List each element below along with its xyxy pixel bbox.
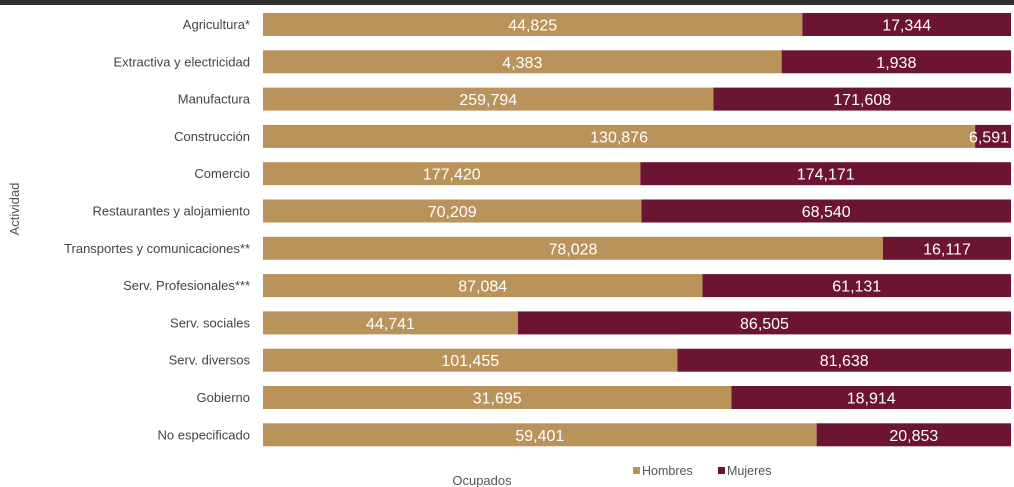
- value-label-hombres-serv-profesionales: 87,084: [458, 279, 507, 296]
- value-label-hombres-no-especificado: 59,401: [515, 428, 564, 445]
- value-label-mujeres-agricultura: 17,344: [882, 18, 931, 35]
- category-label-transportes-y-comunicaciones: Transportes y comunicaciones**: [64, 241, 250, 256]
- bar-hombres-agricultura: [263, 13, 803, 36]
- value-label-hombres-comercio: 177,420: [423, 167, 481, 184]
- value-label-hombres-serv-sociales: 44,741: [366, 316, 415, 333]
- category-label-serv-sociales: Serv. sociales: [170, 315, 250, 330]
- category-label-extractiva-y-electricidad: Extractiva y electricidad: [113, 54, 250, 69]
- bar-mujeres-extractiva-y-electricidad: [781, 50, 1011, 74]
- bar-hombres-extractiva-y-electricidad: [263, 50, 782, 74]
- category-labels: Agricultura* Extractiva y electricidad Man…: [64, 17, 251, 442]
- value-label-mujeres-manufactura: 171,608: [833, 92, 891, 109]
- category-label-comercio: Comercio: [194, 166, 250, 181]
- value-label-hombres-agricultura: 44,825: [508, 18, 557, 35]
- value-label-hombres-gobierno: 31,695: [473, 391, 522, 408]
- category-label-agricultura: Agricultura*: [183, 17, 250, 32]
- x-axis-title: Ocupados: [452, 473, 512, 487]
- value-label-mujeres-serv-sociales: 86,505: [740, 316, 789, 333]
- category-label-gobierno: Gobierno: [197, 390, 250, 405]
- value-label-hombres-extractiva-y-electricidad: 4,383: [502, 55, 542, 72]
- bar-mujeres-transportes-y-comunicaciones: [882, 236, 1011, 260]
- bar-hombres-restaurantes-y-alojamiento: [263, 199, 642, 223]
- legend: Hombres Mujeres: [633, 464, 771, 478]
- category-label-construccion: Construcción: [174, 129, 250, 144]
- value-label-mujeres-serv-diversos: 81,638: [820, 353, 869, 370]
- bar-mujeres-restaurantes-y-alojamiento: [641, 199, 1011, 223]
- bar-mujeres-comercio: [640, 162, 1011, 186]
- value-label-mujeres-gobierno: 18,914: [847, 391, 896, 408]
- value-label-mujeres-no-especificado: 20,853: [889, 428, 938, 445]
- value-label-mujeres-transportes-y-comunicaciones: 16,117: [923, 241, 971, 258]
- value-label-mujeres-extractiva-y-electricidad: 1,938: [876, 55, 916, 72]
- legend-swatch-mujeres: [718, 467, 725, 474]
- category-label-manufactura: Manufactura: [178, 92, 251, 107]
- bar-hombres-comercio: [263, 162, 641, 186]
- y-axis-title: Actividad: [7, 183, 22, 236]
- bar-hombres-manufactura: [263, 87, 714, 111]
- bar-hombres-serv-diversos: [263, 348, 678, 372]
- legend-label-mujeres: Mujeres: [727, 464, 771, 478]
- value-label-mujeres-comercio: 174,171: [797, 167, 855, 184]
- bar-mujeres-agricultura: [802, 13, 1011, 36]
- bar-mujeres-no-especificado: [816, 423, 1011, 447]
- bar-mujeres-serv-profesionales: [702, 274, 1011, 298]
- bar-mujeres-construccion: [975, 124, 1011, 148]
- bar-mujeres-serv-diversos: [677, 348, 1011, 372]
- bar-hombres-no-especificado: [263, 423, 817, 447]
- category-label-restaurantes-y-alojamiento: Restaurantes y alojamiento: [92, 204, 250, 219]
- category-label-no-especificado: No especificado: [158, 427, 251, 442]
- top-border-bar: [0, 0, 1014, 5]
- value-label-mujeres-serv-profesionales: 61,131: [832, 279, 881, 296]
- bar-hombres-construccion: [263, 124, 976, 148]
- bar-hombres-serv-sociales: [263, 311, 518, 335]
- bar-hombres-gobierno: [263, 386, 732, 409]
- value-label-hombres-restaurantes-y-alojamiento: 70,209: [428, 204, 477, 221]
- legend-label-hombres: Hombres: [642, 464, 693, 478]
- bar-mujeres-gobierno: [731, 386, 1011, 409]
- bar-hombres-transportes-y-comunicaciones: [263, 236, 883, 260]
- value-label-hombres-serv-diversos: 101,455: [441, 353, 499, 370]
- value-label-hombres-construccion: 130,876: [590, 129, 648, 146]
- bar-mujeres-serv-sociales: [517, 311, 1011, 335]
- bar-mujeres-manufactura: [713, 87, 1011, 111]
- category-label-serv-profesionales: Serv. Profesionales***: [123, 278, 250, 293]
- bars: [263, 13, 1011, 447]
- bar-hombres-serv-profesionales: [263, 274, 703, 298]
- category-label-serv-diversos: Serv. diversos: [169, 353, 251, 368]
- value-label-mujeres-construccion: 6,591: [969, 129, 1009, 146]
- value-labels: 44,825 17,344 4,383 1,938 259,794 171,608 130,…: [366, 18, 1009, 445]
- value-label-mujeres-restaurantes-y-alojamiento: 68,540: [802, 204, 851, 221]
- value-label-hombres-manufactura: 259,794: [459, 92, 517, 109]
- legend-swatch-hombres: [633, 467, 640, 474]
- value-label-hombres-transportes-y-comunicaciones: 78,028: [549, 241, 598, 258]
